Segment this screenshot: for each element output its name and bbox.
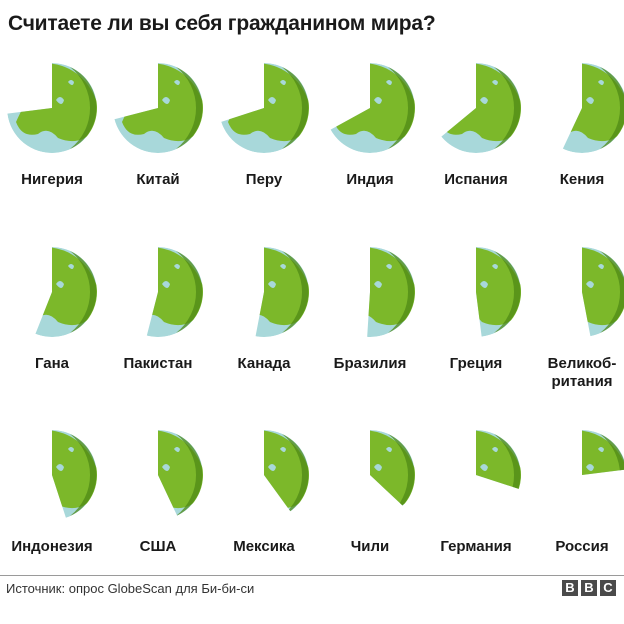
globe-slice [330, 63, 415, 153]
country-label: Испания [444, 171, 508, 188]
globe-slice [367, 247, 415, 337]
globe-slice [158, 430, 203, 516]
chart-title: Считаете ли вы себя гражданином мира? [8, 12, 436, 35]
globe-slice [52, 430, 97, 518]
country-label: Нигерия [21, 171, 83, 188]
country-label: Кения [560, 171, 605, 188]
country-label: Индонезия [11, 538, 92, 555]
country-label: Бразилия [334, 355, 407, 372]
globe-slice [114, 63, 203, 153]
globe-slice [582, 430, 624, 475]
bbc-logo: B B C [562, 580, 616, 596]
globe-slice [264, 430, 309, 512]
footer-divider [0, 575, 624, 576]
globe-slice [221, 63, 309, 153]
globe-slice [476, 247, 521, 337]
globe-slice [582, 247, 624, 337]
globe-slice [35, 247, 97, 337]
source-note: Источник: опрос GlobeScan для Би-би-си [6, 581, 255, 596]
globe-slice [370, 430, 415, 506]
country-label: Германия [440, 538, 511, 555]
globe-pie-grid: Нигерия Китай Перу Индия Испания Кения Гана Пак… [7, 63, 624, 555]
globe-slice [441, 63, 521, 153]
country-label: Китай [136, 171, 179, 188]
globe-slice [7, 63, 97, 153]
country-label: Пакистан [124, 355, 193, 372]
globe-slice [476, 430, 521, 489]
bbc-logo-letter: B [562, 580, 578, 596]
country-label: Перу [246, 171, 283, 188]
globe-slice [146, 247, 203, 337]
globe-slice [255, 247, 309, 337]
country-label: Греция [450, 355, 503, 372]
bbc-logo-letter: C [600, 580, 616, 596]
country-label: Мексика [233, 538, 295, 555]
country-label: Великоб-ритания [548, 355, 617, 390]
country-label: Гана [35, 355, 70, 372]
country-label: Канада [238, 355, 292, 372]
country-label: США [140, 538, 177, 555]
country-label: Россия [555, 538, 608, 555]
globe-slice [562, 63, 624, 153]
country-label: Чили [351, 538, 390, 555]
country-label: Индия [346, 171, 393, 188]
bbc-logo-letter: B [581, 580, 597, 596]
